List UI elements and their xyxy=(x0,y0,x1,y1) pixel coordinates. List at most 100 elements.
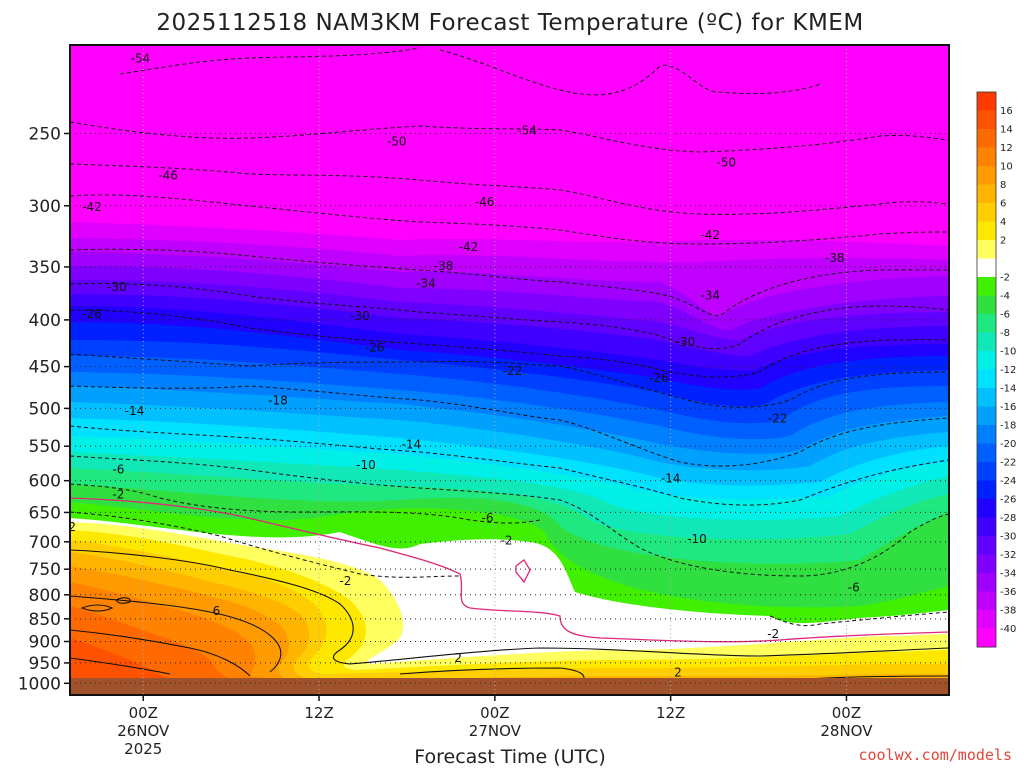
colorbar-tick-label: -22 xyxy=(1000,458,1016,469)
isotherm-line xyxy=(70,309,949,378)
contour-label: -26 xyxy=(365,341,385,355)
contour-label: -42 xyxy=(700,228,720,242)
colorbar-swatch xyxy=(977,240,996,259)
grid xyxy=(70,45,949,695)
colorbar-tick-label: -2 xyxy=(1000,273,1010,284)
colorbar-swatch xyxy=(977,110,996,130)
isotherm-solid xyxy=(70,629,251,677)
isotherm-line xyxy=(70,283,949,350)
colorbar-swatch xyxy=(977,258,996,278)
y-tick-label: 300 xyxy=(29,197,61,217)
contour-label: -26 xyxy=(649,371,669,385)
contour-label: -34 xyxy=(700,288,720,302)
isotherm-line xyxy=(70,385,949,467)
isotherm-line xyxy=(70,194,949,245)
contour-label: 6 xyxy=(213,604,221,618)
contour-label: -30 xyxy=(107,280,127,294)
x-tick-label: 00Z xyxy=(832,704,861,722)
colorbar-swatch xyxy=(977,369,996,389)
ground-layer xyxy=(70,678,949,695)
colorbar-tick-label: -8 xyxy=(1000,328,1010,339)
colorbar-tick-label: -34 xyxy=(1000,569,1016,580)
colorbar-tick-label: -40 xyxy=(1000,624,1016,635)
colorbar-tick-label: -24 xyxy=(1000,476,1016,487)
plot-frame xyxy=(69,44,950,696)
isotherm-line xyxy=(70,121,949,153)
colorbar-swatch xyxy=(977,203,996,222)
y-tick-label: 650 xyxy=(29,503,61,523)
contour-label: -14 xyxy=(125,404,145,418)
colorbar-swatch xyxy=(977,129,996,148)
colorbar-swatch xyxy=(977,573,996,592)
colorbar-swatch xyxy=(977,184,996,204)
x-tick-label: 2025 xyxy=(124,740,162,758)
y-tick-label: 250 xyxy=(29,124,61,144)
x-tick-label: 00Z xyxy=(480,704,509,722)
isotherm-line xyxy=(70,248,949,317)
colorbar-tick-label: -18 xyxy=(1000,421,1016,432)
colorbar-swatch xyxy=(977,351,996,370)
colorbar-swatch xyxy=(977,628,996,648)
x-tick-label: 00Z xyxy=(129,704,158,722)
contour-label: 2 xyxy=(674,665,682,679)
colorbar-tick-label: 6 xyxy=(1000,199,1006,210)
contour-label: -14 xyxy=(661,472,681,486)
contour-label: -2 xyxy=(339,574,351,588)
contour-label: -2 xyxy=(767,627,779,641)
contour-label: -2 xyxy=(112,487,124,501)
contour-labels: -54 -54 -50 -50 -46 -46 -42 -42 -42 -38 -38 -34 -34 -… xyxy=(70,52,860,680)
colorbar-swatch xyxy=(977,443,996,463)
contour-label: -6 xyxy=(112,462,124,476)
colorbar-tick-label: -26 xyxy=(1000,495,1016,506)
y-tick-label: 900 xyxy=(29,632,61,652)
isotherm-line xyxy=(70,353,949,408)
band-plus-8 xyxy=(70,552,949,695)
contour-label: -22 xyxy=(503,364,523,378)
contour-label: -30 xyxy=(350,309,370,323)
x-tick-label: 12Z xyxy=(656,704,685,722)
colorbar-tick-label: -20 xyxy=(1000,439,1016,450)
colorbar: 16 14 12 10 8 6 4 2 -2 -4 -6 -8 -10 -12 -14 -16 -18 -20 -2… xyxy=(976,91,1016,648)
colorbar-tick-label: 4 xyxy=(1000,217,1006,228)
colorbar-swatch xyxy=(977,332,996,352)
colorbar-swatch xyxy=(977,591,996,611)
contour-label: -6 xyxy=(848,580,860,594)
colorbar-swatch xyxy=(977,425,996,444)
colorbar-tick-label: -38 xyxy=(1000,606,1016,617)
contour-label: -30 xyxy=(675,335,695,349)
colorbar-tick-label: 10 xyxy=(1000,162,1013,173)
colorbar-tick-label: -30 xyxy=(1000,532,1016,543)
colorbar-tick-label: 16 xyxy=(1000,106,1013,117)
contour-label: -42 xyxy=(459,240,479,254)
y-tick-label: 400 xyxy=(29,311,61,331)
freezing-line xyxy=(70,497,949,643)
colorbar-swatch xyxy=(977,536,996,555)
contour-label: -26 xyxy=(82,307,102,321)
colorbar-swatch xyxy=(977,92,996,111)
y-tick-label: 550 xyxy=(29,437,61,457)
isotherm-solid xyxy=(70,657,171,675)
colorbar-tick-label: -4 xyxy=(1000,291,1010,302)
y-tick-label: 850 xyxy=(29,610,61,630)
colorbar-tick-label: -16 xyxy=(1000,402,1016,413)
colorbar-tick-label: -32 xyxy=(1000,550,1016,561)
colorbar-swatch xyxy=(977,388,996,407)
y-tick-label: 800 xyxy=(29,586,61,606)
isotherm-solid xyxy=(80,604,114,612)
colorbar-tick-label: 2 xyxy=(1000,236,1006,247)
freezing-loop xyxy=(515,559,531,584)
colorbar-tick-label: -12 xyxy=(1000,365,1016,376)
isotherm-line xyxy=(439,49,821,96)
contour-label: -54 xyxy=(131,52,151,66)
x-tick-label: 12Z xyxy=(304,704,333,722)
colorbar-swatch xyxy=(977,314,996,333)
isotherm-solid xyxy=(115,597,131,604)
contour-label: -42 xyxy=(82,200,102,214)
colorbar-tick-label: -36 xyxy=(1000,587,1016,598)
isotherm-line xyxy=(70,455,949,577)
contour-label: -22 xyxy=(768,412,788,426)
contour-label: -34 xyxy=(416,277,436,291)
contour-label: -38 xyxy=(434,259,454,273)
contour-label: -2 xyxy=(501,534,513,548)
